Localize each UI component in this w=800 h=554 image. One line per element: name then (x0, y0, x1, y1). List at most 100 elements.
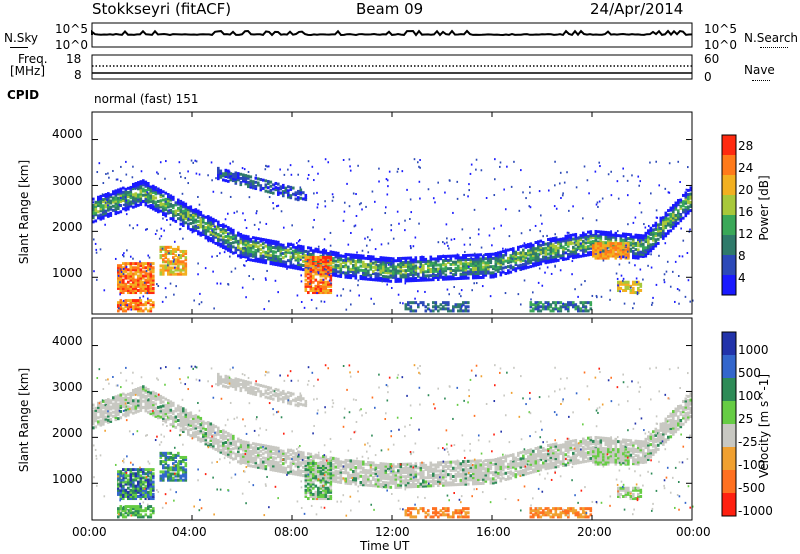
power-cell (454, 262, 458, 266)
velocity-cell (229, 454, 233, 458)
power-cell (297, 198, 300, 202)
power-cell (397, 167, 400, 170)
power-cell (328, 274, 331, 277)
velocity-cell (207, 435, 210, 439)
power-cell (147, 198, 150, 202)
power-cell (127, 280, 130, 284)
velocity-cell (144, 394, 148, 398)
power-cell (217, 232, 220, 236)
power-cell (102, 210, 105, 214)
power-cell (637, 252, 640, 256)
velocity-cell (287, 471, 290, 475)
power-cell (602, 232, 605, 236)
velocity-cell (217, 441, 220, 445)
velocity-cell (159, 409, 163, 413)
power-cell (179, 212, 183, 216)
velocity-cell (229, 456, 233, 460)
velocity-cell (127, 411, 130, 415)
power-cell (142, 179, 145, 183)
velocity-cell (312, 465, 315, 469)
power-cell (147, 291, 150, 295)
velocity-cell (189, 427, 193, 431)
power-cell (114, 197, 118, 201)
power-cell (442, 241, 444, 244)
power-cell (258, 228, 260, 231)
power-cell (172, 272, 175, 276)
power-cell (199, 225, 203, 229)
power-cell (144, 190, 148, 194)
power-cell (329, 266, 333, 270)
power-cell (687, 197, 690, 201)
velocity-cell (257, 453, 260, 457)
power-cell (689, 186, 693, 190)
power-cell (419, 264, 423, 268)
power-cell (572, 305, 575, 309)
power-cell (244, 241, 248, 245)
power-cell (252, 180, 255, 184)
velocity-cell (374, 465, 378, 469)
power-cell (384, 275, 388, 279)
power-cell (472, 263, 475, 267)
velocity-cell (362, 468, 365, 472)
velocity-cell (184, 412, 188, 416)
power-cell (349, 267, 353, 271)
power-cell (577, 309, 580, 313)
power-cell (502, 254, 505, 258)
power-cell (432, 274, 435, 278)
power-cell (566, 171, 568, 174)
power-cell (552, 247, 555, 251)
velocity-cell (369, 483, 373, 487)
power-cell (214, 235, 218, 239)
power-cell (527, 265, 530, 269)
power-cell (149, 185, 153, 189)
velocity-cell (354, 482, 358, 486)
velocity-cell (359, 470, 363, 474)
velocity-cell (129, 393, 133, 397)
power-cell (547, 252, 550, 256)
power-cell (282, 190, 285, 194)
power-cell (484, 273, 488, 277)
power-cell (164, 208, 168, 212)
velocity-cell (272, 468, 275, 472)
power-cell (639, 240, 641, 243)
power-cell (122, 303, 125, 307)
velocity-cell (114, 405, 118, 409)
power-cell (409, 268, 413, 272)
power-cell (462, 301, 465, 305)
power-cell (449, 269, 453, 273)
power-cell (279, 263, 283, 267)
power-cell (462, 258, 465, 262)
velocity-cell (357, 464, 360, 468)
power-cell (277, 249, 280, 253)
power-cell (272, 260, 275, 264)
power-cell (627, 248, 630, 252)
velocity-cell (252, 464, 255, 468)
power-cell (277, 259, 280, 263)
power-cell (392, 259, 395, 263)
vel-cbar-tick: -100 (738, 458, 766, 472)
velocity-cell (92, 418, 95, 422)
power-cell (674, 222, 678, 226)
power-cell (689, 192, 693, 196)
power-cell (169, 270, 173, 274)
velocity-cell (247, 451, 250, 455)
velocity-cell (122, 413, 125, 417)
power-cell (179, 210, 183, 214)
power-cell (259, 258, 263, 262)
velocity-cell (284, 458, 288, 462)
power-cell (202, 224, 205, 228)
power-cell (244, 174, 248, 178)
power-cell (470, 163, 473, 166)
power-cell (272, 262, 275, 266)
power-cell (560, 197, 562, 200)
power-cell (667, 217, 670, 221)
power-cell (684, 201, 688, 205)
power-cell (658, 254, 660, 257)
velocity-cell (102, 399, 105, 403)
velocity-cell (344, 471, 348, 475)
power-cell (577, 240, 580, 244)
power-cell (682, 200, 685, 204)
power-cell (582, 303, 585, 307)
power-cell (279, 261, 283, 265)
velocity-cell (272, 464, 275, 468)
